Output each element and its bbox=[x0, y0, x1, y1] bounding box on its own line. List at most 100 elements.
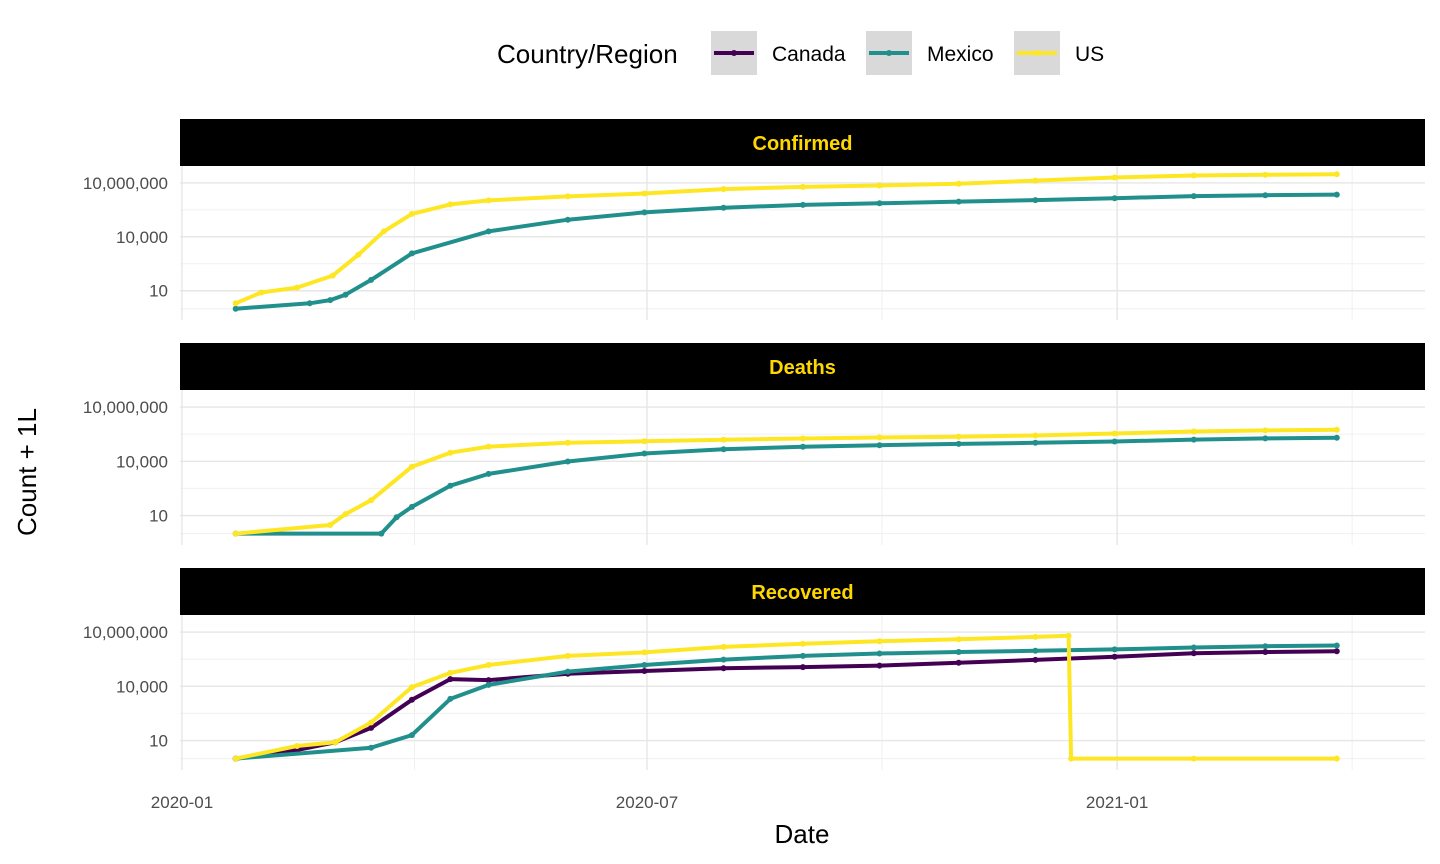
series-line bbox=[233, 427, 1339, 536]
data-point bbox=[485, 662, 492, 668]
data-point bbox=[1111, 430, 1118, 437]
data-point bbox=[1068, 755, 1075, 762]
series-line bbox=[233, 643, 1339, 761]
series-us bbox=[232, 171, 1340, 307]
data-point bbox=[1111, 174, 1118, 181]
data-point bbox=[408, 210, 415, 217]
data-point bbox=[485, 470, 492, 477]
series-us bbox=[232, 426, 1340, 537]
data-point bbox=[955, 649, 962, 655]
data-point bbox=[329, 272, 336, 279]
x-tick-label: 2020-07 bbox=[616, 793, 678, 812]
data-point bbox=[955, 180, 962, 187]
data-point bbox=[485, 228, 492, 235]
y-axis-title: Count + 1L bbox=[12, 408, 42, 536]
y-tick-label: 10,000,000 bbox=[83, 623, 168, 642]
data-point bbox=[876, 638, 883, 645]
data-point bbox=[447, 695, 454, 702]
data-point bbox=[294, 284, 300, 291]
data-point bbox=[564, 439, 571, 446]
data-point bbox=[641, 662, 648, 668]
data-point bbox=[641, 668, 648, 674]
legend-key-point bbox=[1034, 50, 1040, 56]
data-point bbox=[1032, 197, 1039, 204]
data-point bbox=[720, 204, 727, 211]
data-point bbox=[720, 656, 727, 663]
series-line bbox=[233, 172, 1339, 306]
data-point bbox=[1032, 633, 1039, 640]
series-canada bbox=[232, 648, 1340, 762]
data-point bbox=[447, 449, 454, 456]
data-point bbox=[408, 463, 415, 470]
data-point bbox=[1032, 439, 1039, 446]
data-point bbox=[720, 665, 727, 672]
data-point bbox=[1190, 436, 1197, 443]
series-mexico bbox=[232, 642, 1340, 762]
data-point bbox=[799, 640, 806, 647]
data-point bbox=[641, 450, 648, 457]
data-point bbox=[1333, 755, 1340, 762]
series-line bbox=[233, 633, 1339, 761]
facet-deaths: Deaths 10 10,000 10,000,000 bbox=[83, 343, 1425, 545]
data-point bbox=[368, 724, 375, 731]
x-tick-label: 2021-01 bbox=[1086, 793, 1148, 812]
data-point bbox=[720, 186, 727, 193]
data-point bbox=[408, 732, 415, 739]
data-point bbox=[380, 228, 387, 235]
series-line bbox=[233, 649, 1339, 761]
series-line bbox=[233, 435, 1339, 536]
data-point bbox=[1111, 653, 1118, 660]
y-tick-label: 10,000 bbox=[116, 228, 168, 247]
data-point bbox=[232, 755, 239, 762]
data-point bbox=[641, 649, 648, 656]
data-point bbox=[876, 442, 883, 449]
data-point bbox=[258, 289, 265, 296]
data-point bbox=[368, 719, 375, 726]
y-tick-label: 10,000,000 bbox=[83, 174, 168, 193]
data-point bbox=[232, 530, 239, 537]
data-point bbox=[564, 216, 571, 223]
x-tick-label: 2020-01 bbox=[151, 793, 213, 812]
y-tick-label: 10,000 bbox=[116, 677, 168, 696]
data-point bbox=[955, 198, 962, 205]
data-point bbox=[1262, 192, 1269, 199]
data-point bbox=[1262, 427, 1269, 434]
data-point bbox=[641, 438, 648, 445]
series-mexico bbox=[232, 191, 1340, 312]
data-point bbox=[485, 677, 492, 684]
data-point bbox=[564, 668, 571, 675]
legend-title: Country/Region bbox=[497, 39, 678, 69]
facet-strip-label: Deaths bbox=[769, 357, 836, 379]
series-mexico bbox=[232, 434, 1340, 537]
facet-strip bbox=[180, 343, 1425, 390]
data-point bbox=[564, 652, 571, 659]
data-point bbox=[1333, 426, 1340, 433]
data-point bbox=[355, 251, 362, 258]
facet-strip bbox=[180, 119, 1425, 166]
data-point bbox=[799, 435, 806, 442]
y-tick-label: 10 bbox=[149, 732, 168, 751]
data-point bbox=[1032, 647, 1039, 654]
legend: Country/Region Canada Mexico US bbox=[497, 31, 1104, 75]
legend-entry-mexico: Mexico bbox=[866, 31, 994, 75]
data-point bbox=[876, 662, 883, 669]
data-point bbox=[799, 443, 806, 450]
legend-entry-canada: Canada bbox=[711, 31, 846, 75]
data-point bbox=[232, 305, 239, 312]
data-point bbox=[447, 676, 454, 683]
legend-label: Mexico bbox=[927, 43, 994, 66]
data-point bbox=[876, 434, 883, 441]
data-point bbox=[1190, 193, 1197, 200]
series-line bbox=[233, 192, 1339, 311]
y-tick-label: 10 bbox=[149, 282, 168, 301]
legend-key-point bbox=[886, 50, 892, 56]
gridlines bbox=[180, 166, 1425, 320]
data-point bbox=[876, 650, 883, 657]
data-point bbox=[799, 652, 806, 659]
data-point bbox=[564, 193, 571, 200]
y-tick-label: 10 bbox=[149, 507, 168, 526]
data-point bbox=[408, 250, 415, 257]
data-point bbox=[332, 739, 339, 746]
data-point bbox=[342, 291, 349, 298]
